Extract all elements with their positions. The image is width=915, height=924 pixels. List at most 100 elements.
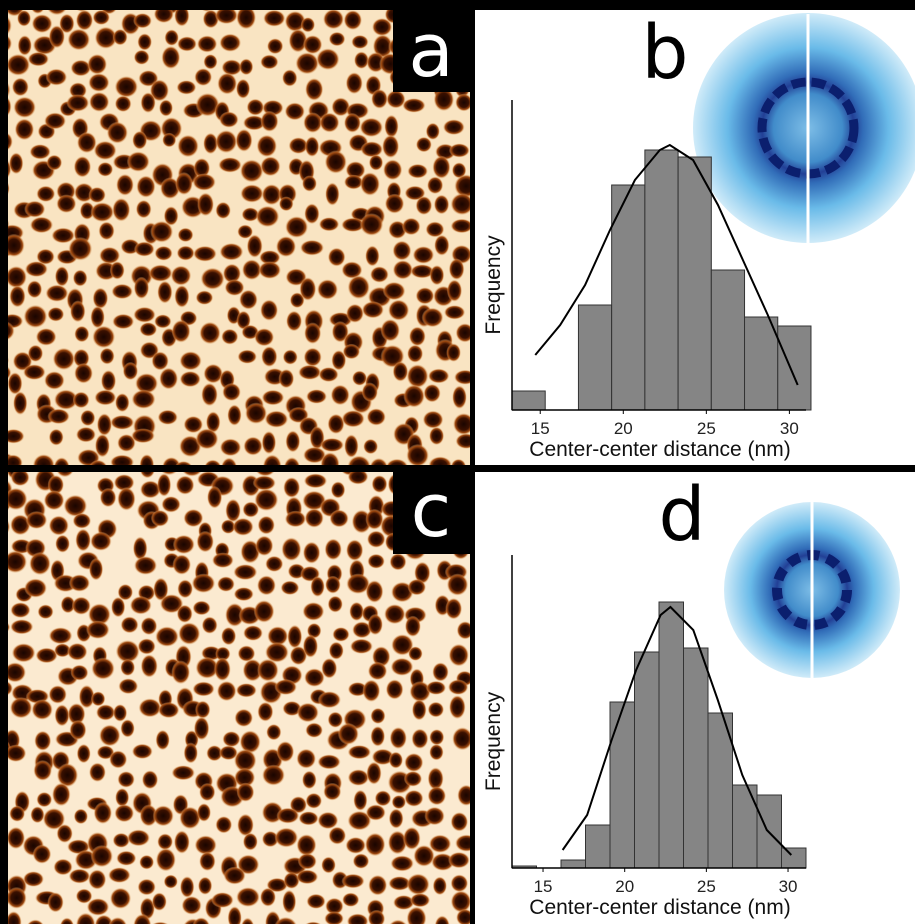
afm-blob (12, 78, 29, 97)
afm-blob (134, 277, 149, 299)
bar (745, 317, 778, 410)
afm-blob (299, 277, 316, 301)
afm-blob (92, 326, 115, 349)
afm-blob (331, 481, 346, 498)
afm-blob (17, 10, 31, 27)
afm-blob (451, 812, 468, 831)
afm-blob (12, 643, 36, 662)
afm-blob (31, 699, 52, 720)
afm-blob (368, 875, 387, 896)
afm-blob (141, 92, 156, 113)
afm-blob (302, 175, 317, 191)
afm-blob (116, 851, 136, 866)
afm-blob (298, 853, 317, 869)
afm-blob (5, 745, 26, 762)
afm-blob (240, 184, 263, 202)
afm-blob (214, 657, 231, 681)
afm-blob (325, 182, 339, 205)
afm-blob (236, 129, 253, 152)
afm-blob (199, 852, 215, 871)
afm-blob (112, 314, 134, 329)
afm-blob (113, 29, 128, 45)
afm-blob (402, 218, 421, 236)
afm-blob (303, 112, 322, 133)
afm-blob (100, 488, 117, 507)
afm-blob (177, 579, 193, 598)
afm-blob (36, 328, 57, 346)
afm-blob (342, 893, 359, 907)
afm-blob (348, 275, 370, 299)
afm-blob (449, 258, 465, 280)
afm-blob (304, 203, 319, 224)
afm-blob (224, 867, 246, 885)
afm-blob (389, 752, 403, 769)
afm-blob (381, 319, 400, 342)
afm-blob (429, 427, 444, 445)
afm-blob (177, 36, 197, 51)
afm-blob (422, 308, 444, 328)
afm-blob (306, 894, 325, 909)
afm-blob (175, 172, 193, 195)
afm-blob (320, 438, 344, 452)
afm-blob (283, 349, 298, 364)
afm-blob (428, 786, 446, 805)
afm-blob (332, 627, 349, 642)
afm-blob (100, 348, 115, 365)
afm-blob (362, 382, 378, 401)
afm-blob (367, 408, 386, 425)
x-tick-label: 20 (614, 419, 633, 438)
afm-blob (423, 411, 444, 429)
afm-blob (366, 580, 384, 603)
afm-blob (282, 69, 297, 86)
afm-blob (305, 136, 319, 157)
afm-blob (426, 123, 440, 140)
afm-blob (296, 870, 318, 885)
afm-blob (24, 578, 47, 597)
afm-blob (9, 285, 25, 307)
afm-blob (411, 729, 428, 749)
afm-blob (24, 201, 45, 218)
afm-blob (243, 833, 258, 851)
afm-blob (117, 487, 135, 511)
afm-blob (141, 654, 158, 677)
afm-blob (174, 830, 190, 853)
afm-blob (90, 532, 111, 551)
afm-blob (285, 511, 306, 528)
afm-blob (98, 222, 114, 241)
afm-blob (118, 678, 138, 694)
afm-blob (258, 516, 275, 535)
afm-blob (193, 601, 211, 616)
x-tick-label: 30 (780, 419, 799, 438)
afm-blob (298, 365, 321, 380)
afm-blob (433, 877, 447, 896)
afm-blob (300, 240, 324, 256)
afm-blob (444, 305, 465, 319)
afm-blob (370, 708, 385, 724)
afm-blob (10, 619, 33, 634)
afm-blob (261, 346, 277, 367)
bar (578, 305, 611, 410)
afm-blob (296, 834, 316, 856)
afm-blob (197, 193, 214, 217)
afm-blob (89, 558, 103, 581)
afm-blob (452, 385, 467, 409)
afm-blob (319, 217, 339, 231)
frame (0, 0, 915, 10)
bar (635, 652, 660, 868)
afm-blob (432, 662, 449, 681)
afm-blob (109, 750, 127, 768)
afm-blob (134, 556, 157, 575)
afm-blob (25, 261, 48, 277)
afm-blob (240, 159, 263, 182)
afm-blob (303, 35, 322, 54)
afm-blob (34, 731, 51, 751)
afm-blob (328, 712, 343, 728)
afm-blob (157, 833, 173, 850)
afm-blob (299, 811, 319, 825)
afm-blob (365, 833, 385, 857)
afm-blob (303, 635, 318, 658)
afm-blob (234, 587, 254, 601)
afm-blob (346, 304, 364, 323)
afm-blob (451, 874, 469, 892)
afm-blob (76, 427, 96, 443)
